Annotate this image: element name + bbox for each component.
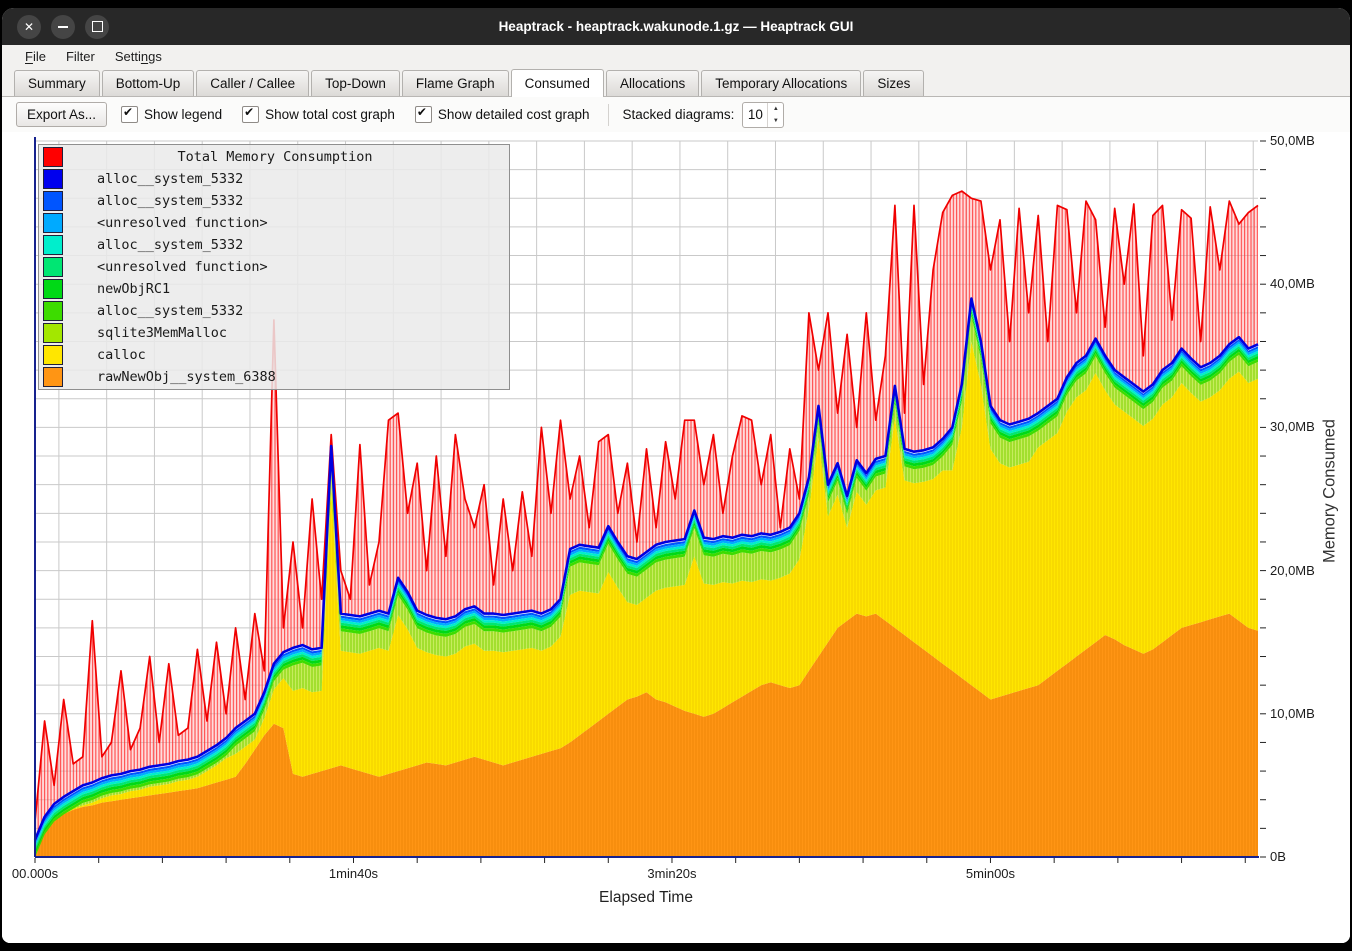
legend-swatch xyxy=(43,367,63,387)
x-tick-label: 00.000s xyxy=(11,866,59,881)
y-tick-label: 0B xyxy=(1270,849,1286,864)
window-controls: ✕ xyxy=(17,14,109,39)
toolbar-separator xyxy=(607,103,609,126)
menu-filter[interactable]: Filter xyxy=(65,49,95,64)
legend-item: calloc xyxy=(39,344,509,366)
spin-down-button[interactable]: ▼ xyxy=(772,117,779,124)
spin-up-button[interactable]: ▲ xyxy=(772,105,779,112)
legend-swatch xyxy=(43,191,63,211)
checkbox-box xyxy=(121,105,139,123)
tab-sizes[interactable]: Sizes xyxy=(863,70,925,96)
tab-allocations[interactable]: Allocations xyxy=(605,70,700,96)
legend-label: calloc xyxy=(97,347,146,363)
legend-swatch xyxy=(43,213,63,233)
legend-label: sqlite3MemMalloc xyxy=(97,325,228,341)
tabbar: Summary Bottom-Up Caller / Callee Top-Down F… xyxy=(2,68,1350,97)
legend-item: alloc__system_5332 xyxy=(39,300,509,322)
chart-area: Total Memory Consumption alloc__system_53… xyxy=(2,132,1350,943)
legend-item: alloc__system_5332 xyxy=(39,190,509,212)
tab-temporary-allocations[interactable]: Temporary Allocations xyxy=(701,70,862,96)
legend-label: alloc__system_5332 xyxy=(97,237,244,253)
legend-item: <unresolved function> xyxy=(39,256,509,278)
checkbox-label: Show legend xyxy=(144,107,223,122)
x-tick-label: 5min00s xyxy=(965,866,1016,881)
x-tick-label: 1min40s xyxy=(328,866,379,881)
legend-label: <unresolved function> xyxy=(97,215,268,231)
legend-label: alloc__system_5332 xyxy=(97,303,244,319)
legend-item: alloc__system_5332 xyxy=(39,234,509,256)
chart-legend: Total Memory Consumption alloc__system_53… xyxy=(38,144,510,390)
checkbox-label: Show detailed cost graph xyxy=(437,107,590,122)
checkbox-show-detailed-cost-graph[interactable]: Show detailed cost graph xyxy=(414,105,590,123)
minimize-icon xyxy=(58,25,68,28)
close-button[interactable]: ✕ xyxy=(17,14,41,39)
menubar: File Filter Settings xyxy=(2,45,1350,68)
legend-swatch xyxy=(43,235,63,255)
y-tick-label: 40,0MB xyxy=(1270,276,1315,292)
legend-swatch xyxy=(43,323,63,343)
tab-top-down[interactable]: Top-Down xyxy=(311,70,400,96)
legend-swatch xyxy=(43,301,63,321)
checkbox-box xyxy=(242,105,260,123)
legend-swatch xyxy=(43,147,63,167)
export-as-button[interactable]: Export As... xyxy=(16,102,108,127)
menu-settings[interactable]: Settings xyxy=(114,49,162,64)
legend-item: rawNewObj__system_6388 xyxy=(39,366,509,388)
menu-file[interactable]: File xyxy=(25,49,46,64)
legend-item: newObjRC1 xyxy=(39,278,509,300)
legend-label: alloc__system_5332 xyxy=(97,193,244,209)
legend-label: <unresolved function> xyxy=(97,259,268,275)
y-tick-label: 20,0MB xyxy=(1270,562,1315,578)
consumed-chart[interactable] xyxy=(2,132,1350,943)
x-tick-label: 3min20s xyxy=(647,866,697,881)
legend-label: newObjRC1 xyxy=(97,281,171,297)
maximize-icon xyxy=(91,21,103,32)
toolbar: Export As... Show legend Show total cost … xyxy=(2,97,1350,132)
legend-item: alloc__system_5332 xyxy=(39,168,509,190)
y-tick-label: 10,0MB xyxy=(1270,705,1315,721)
tab-consumed[interactable]: Consumed xyxy=(510,69,604,97)
x-axis-title: Elapsed Time xyxy=(599,889,693,906)
y-tick-label: 30,0MB xyxy=(1270,419,1315,435)
spin-arrows: ▲ ▼ xyxy=(767,102,783,127)
close-icon: ✕ xyxy=(23,19,35,34)
tab-summary[interactable]: Summary xyxy=(14,70,100,96)
legend-item: <unresolved function> xyxy=(39,212,509,234)
legend-label: alloc__system_5332 xyxy=(97,171,244,187)
y-axis-title: Memory Consumed xyxy=(1320,419,1339,563)
stacked-diagrams-value: 10 xyxy=(747,107,763,122)
heaptrack-window: ✕ Heaptrack - heaptrack.wakunode.1.gz — … xyxy=(2,8,1350,943)
tab-bottom-up[interactable]: Bottom-Up xyxy=(101,70,195,96)
legend-item: sqlite3MemMalloc xyxy=(39,322,509,344)
legend-label: rawNewObj__system_6388 xyxy=(97,369,276,385)
window-titlebar: ✕ Heaptrack - heaptrack.wakunode.1.gz — … xyxy=(2,8,1350,45)
legend-label: Total Memory Consumption xyxy=(177,149,373,165)
checkbox-group: Show legend Show total cost graph Show det… xyxy=(121,105,594,123)
tab-flame-graph[interactable]: Flame Graph xyxy=(401,70,509,96)
stacked-diagrams-spinbox[interactable]: 10 ▲ ▼ xyxy=(742,101,785,128)
window-title: Heaptrack - heaptrack.wakunode.1.gz — He… xyxy=(498,19,854,34)
checkbox-show-total-cost-graph[interactable]: Show total cost graph xyxy=(242,105,395,123)
legend-swatch xyxy=(43,279,63,299)
legend-swatch xyxy=(43,169,63,189)
legend-swatch xyxy=(43,345,63,365)
checkbox-box xyxy=(414,105,432,123)
legend-title-row: Total Memory Consumption xyxy=(39,146,509,168)
checkbox-label: Show total cost graph xyxy=(265,107,395,122)
maximize-button[interactable] xyxy=(85,14,109,39)
y-tick-label: 50,0MB xyxy=(1270,133,1315,148)
stacked-diagrams-label: Stacked diagrams: xyxy=(622,107,735,122)
tab-caller-callee[interactable]: Caller / Callee xyxy=(196,70,310,96)
legend-swatch xyxy=(43,257,63,277)
checkbox-show-legend[interactable]: Show legend xyxy=(121,105,223,123)
minimize-button[interactable] xyxy=(51,14,75,39)
